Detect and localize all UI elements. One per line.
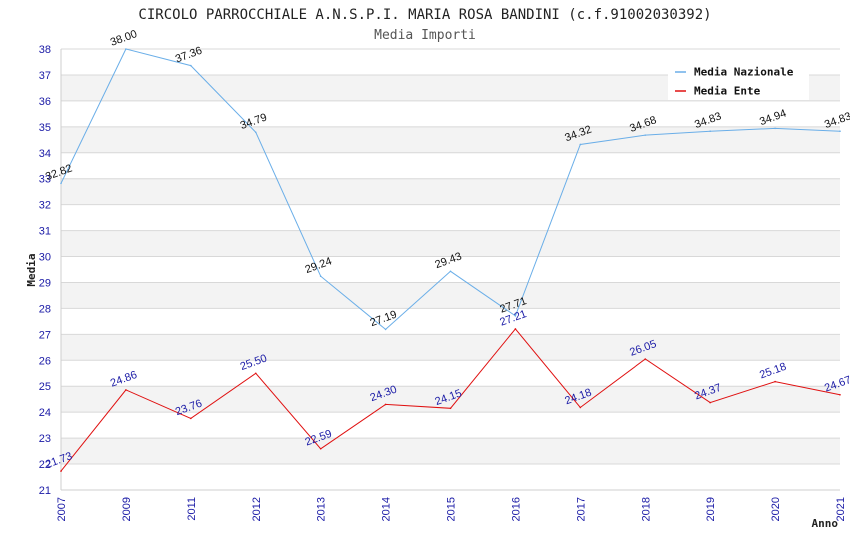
- x-tick-label: 2021: [835, 497, 847, 521]
- y-tick-label: 36: [39, 96, 51, 108]
- data-point: [384, 328, 387, 331]
- y-axis-title: Media: [25, 253, 38, 286]
- x-tick-label: 2009: [121, 497, 133, 521]
- data-point: [384, 403, 387, 406]
- y-tick-label: 32: [39, 200, 51, 212]
- x-tick-label: 2007: [56, 497, 68, 521]
- legend-label: Media Nazionale: [694, 66, 794, 79]
- x-tick-label: 2011: [186, 497, 198, 521]
- y-tick-label: 26: [39, 355, 51, 367]
- data-point: [125, 389, 127, 391]
- x-tick-label: 2018: [640, 497, 652, 521]
- grid-band: [61, 334, 840, 361]
- x-tick-label: 2014: [381, 497, 393, 521]
- data-point: [514, 315, 517, 317]
- x-tick-label: 2016: [510, 497, 522, 521]
- data-point: [514, 328, 517, 330]
- grid-band: [61, 282, 840, 309]
- chart-subtitle: Media Importi: [374, 28, 476, 43]
- data-point: [254, 372, 257, 375]
- y-tick-label: 33: [39, 174, 51, 186]
- grid-band: [61, 230, 840, 257]
- data-point: [774, 127, 776, 130]
- x-axis-ticks: 2007 2009 2011 2012 2013 2014 2015 2016 2017 2018…: [56, 497, 847, 521]
- data-point: [190, 417, 192, 420]
- legend: Media Nazionale Media Ente: [668, 61, 809, 100]
- data-point: [449, 270, 452, 273]
- grid-band: [61, 308, 840, 335]
- y-tick-label: 25: [39, 381, 51, 393]
- y-tick-label: 27: [39, 329, 51, 341]
- data-point: [319, 447, 322, 450]
- series-lines: [60, 48, 841, 472]
- grid-band: [61, 438, 840, 465]
- data-label: 38.00: [109, 28, 139, 49]
- x-tick-label: 2015: [446, 497, 458, 521]
- y-tick-label: 22: [39, 459, 51, 471]
- x-axis-title: Anno: [812, 517, 839, 530]
- grid-band: [61, 152, 840, 179]
- data-point: [839, 130, 841, 133]
- data-point: [579, 406, 582, 409]
- background-bands: [61, 49, 840, 490]
- y-tick-label: 29: [39, 277, 51, 289]
- y-tick-label: 38: [39, 44, 51, 56]
- x-tick-label: 2017: [575, 497, 587, 521]
- grid-band: [61, 412, 840, 439]
- data-point: [254, 131, 257, 134]
- y-tick-label: 23: [39, 433, 51, 445]
- data-point: [579, 143, 582, 146]
- grid-band: [61, 204, 840, 231]
- chart-title: CIRCOLO PARROCCHIALE A.N.S.P.I. MARIA RO…: [138, 7, 711, 23]
- y-tick-label: 28: [39, 303, 51, 315]
- data-point: [709, 401, 711, 404]
- grid-band: [61, 178, 840, 205]
- y-tick-label: 31: [39, 226, 51, 238]
- legend-label: Media Ente: [694, 85, 761, 98]
- y-tick-label: 30: [39, 252, 51, 264]
- y-tick-label: 34: [39, 148, 51, 160]
- data-point: [644, 358, 647, 360]
- data-point: [190, 64, 192, 67]
- grid-band: [61, 256, 840, 283]
- x-tick-label: 2019: [705, 497, 717, 521]
- y-tick-label: 37: [39, 70, 51, 82]
- data-point: [774, 380, 776, 383]
- data-point: [60, 470, 62, 472]
- x-tick-label: 2013: [316, 497, 328, 521]
- y-tick-label: 21: [39, 485, 51, 497]
- data-point: [839, 393, 841, 396]
- data-point: [60, 182, 62, 185]
- x-tick-label: 2012: [251, 497, 263, 521]
- grid-band: [61, 464, 840, 490]
- data-point: [449, 407, 452, 410]
- data-point: [319, 275, 322, 278]
- y-tick-label: 35: [39, 122, 51, 134]
- grid-band: [61, 360, 840, 387]
- data-point: [125, 48, 127, 50]
- y-tick-label: 24: [39, 407, 51, 419]
- grid-band: [61, 100, 840, 127]
- legend-box: [668, 61, 809, 100]
- data-point: [644, 134, 647, 136]
- x-tick-label: 2020: [770, 497, 782, 521]
- data-point: [709, 130, 711, 133]
- y-axis-ticks: 21 22 23 24 25 26 27 28 29 30 31 32 33 34 35 36 37 38: [39, 44, 51, 497]
